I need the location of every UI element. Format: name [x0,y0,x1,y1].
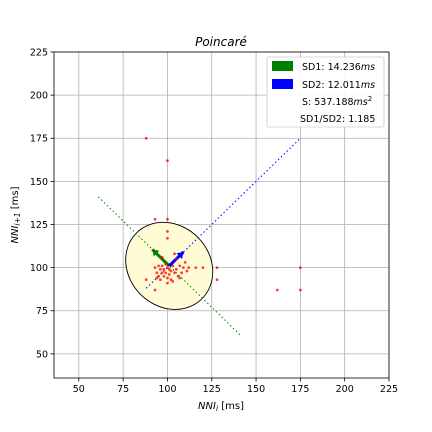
legend-swatch-sd1 [272,61,293,71]
data-point [158,267,162,271]
data-point [171,264,175,268]
plot-elements [97,137,301,336]
data-point [183,261,187,264]
data-point [144,278,148,282]
x-tick-label: 125 [203,384,221,395]
data-point [275,288,279,292]
data-point [157,274,160,278]
data-point [166,229,169,233]
data-point [187,266,191,270]
y-axis-label: NNIi+1 [ms] [10,186,22,243]
y-tick-label: 175 [30,134,48,145]
data-point [160,255,164,259]
data-point [166,266,169,270]
data-point [167,267,171,271]
y-tick-label: 200 [30,91,48,102]
data-point [166,159,169,163]
x-tick-label: 225 [380,384,398,395]
data-point [176,274,180,278]
data-point [178,276,182,280]
y-tick-label: 75 [36,306,48,317]
data-point [178,264,182,268]
x-tick-label: 50 [73,384,85,395]
data-point [164,262,168,266]
data-point [166,276,169,280]
x-tick-label: 175 [291,384,309,395]
x-tick-label: 75 [117,384,129,395]
x-tick-label: 200 [336,384,354,395]
data-point [173,271,176,275]
data-point [164,271,168,275]
legend-sd2: SD2: 12.011ms [302,80,375,91]
data-point [169,278,173,282]
data-point [201,266,205,270]
legend-sd1: SD1: 14.236ms [302,62,375,73]
data-point [160,264,164,268]
data-point [153,288,157,292]
data-point [166,281,169,285]
data-point [298,266,302,270]
sd1-arrowhead [152,249,160,257]
data-point [215,278,219,282]
y-tick-label: 50 [36,349,48,360]
data-point [298,288,302,292]
x-tick-label: 150 [247,384,265,395]
data-point [166,217,169,221]
data-point [173,252,176,256]
data-point [215,266,219,270]
data-point [157,264,160,268]
legend-box [266,56,385,128]
data-point [155,271,159,275]
data-point [181,266,185,270]
sd1-axis-line [97,196,241,336]
data-point [160,271,164,275]
ticks: 50 75 100 125 150 175 200 225 50 75 100 125 150 175 20… [30,48,398,396]
sd2-arrowhead [176,251,184,260]
data-point [153,266,157,270]
data-point [174,257,178,261]
y-tick-label: 100 [30,263,48,274]
data-point [153,217,157,221]
data-point [180,271,184,275]
legend: SD1: 14.236ms SD2: 12.011ms S: 537.188ms… [266,56,385,128]
data-point [162,267,166,271]
chart-title: Poincaré [195,35,247,49]
data-point [185,269,189,273]
legend-area: S: 537.188ms2 [302,95,372,108]
y-tick-label: 225 [30,48,48,59]
data-point [167,273,171,276]
data-point [162,274,166,278]
x-axis-label: NNIi [ms] [198,401,244,413]
legend-swatch-sd2 [272,79,293,89]
y-tick-label: 125 [30,220,48,231]
data-points [144,136,302,292]
data-point [194,266,198,270]
data-point [174,267,178,271]
data-point [144,136,148,140]
plot-frame [53,51,390,379]
legend-ratio: SD1/SD2: 1.185 [300,114,375,125]
data-point [155,276,159,280]
x-tick-label: 100 [158,384,176,395]
y-tick-label: 150 [30,177,48,188]
data-point [169,269,173,273]
data-point [166,236,169,240]
data-point [158,278,162,282]
data-point [171,280,175,283]
